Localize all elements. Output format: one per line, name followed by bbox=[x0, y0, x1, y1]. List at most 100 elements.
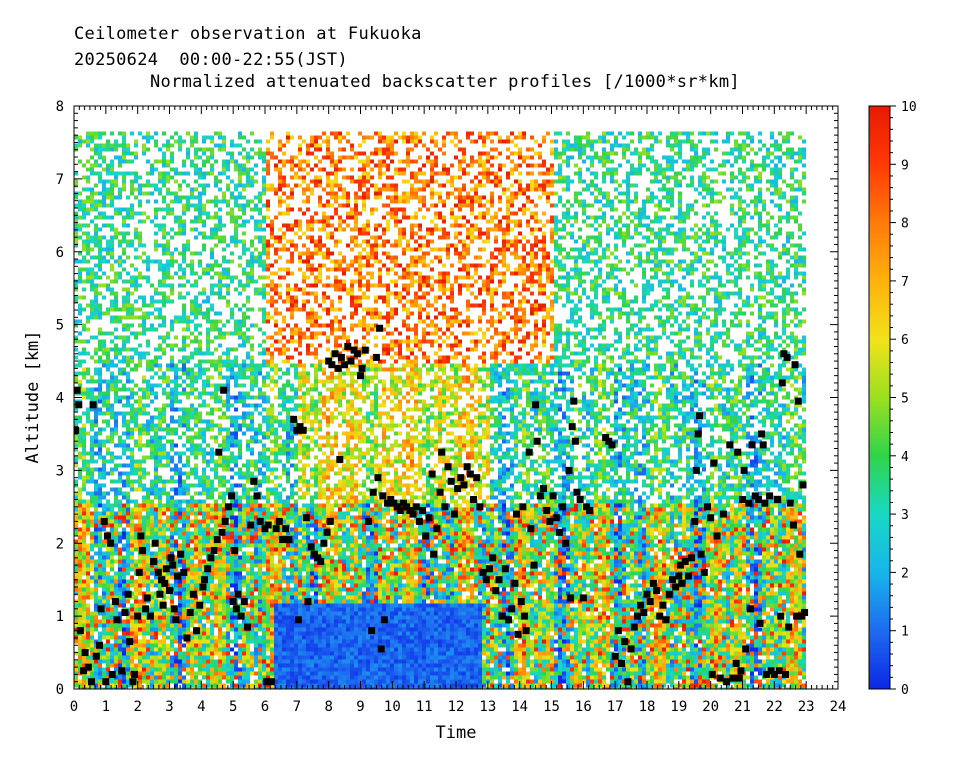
heatmap-cell bbox=[130, 368, 134, 372]
heatmap-cell bbox=[118, 440, 122, 444]
heatmap-cell bbox=[282, 300, 286, 304]
heatmap-cell bbox=[270, 540, 274, 544]
heatmap-cell bbox=[134, 596, 138, 600]
heatmap-cell bbox=[102, 216, 106, 220]
heatmap-cell bbox=[218, 512, 222, 516]
heatmap-cell bbox=[122, 232, 126, 236]
heatmap-cell bbox=[230, 156, 234, 160]
heatmap-cell bbox=[130, 356, 134, 360]
heatmap-cell bbox=[186, 408, 190, 412]
heatmap-cell bbox=[262, 308, 266, 312]
heatmap-cell bbox=[110, 520, 114, 524]
heatmap-cell bbox=[170, 428, 174, 432]
heatmap-cell bbox=[278, 412, 282, 416]
heatmap-cell bbox=[138, 560, 142, 564]
heatmap-cell bbox=[230, 536, 234, 540]
heatmap-cell bbox=[234, 504, 238, 508]
heatmap-cell bbox=[150, 640, 154, 644]
heatmap-cell bbox=[102, 212, 106, 216]
heatmap-cell bbox=[74, 364, 78, 368]
heatmap-cell bbox=[194, 468, 198, 472]
heatmap-cell bbox=[154, 664, 158, 668]
heatmap-cell bbox=[110, 680, 114, 684]
heatmap-cell bbox=[86, 420, 90, 424]
heatmap-cell bbox=[154, 488, 158, 492]
heatmap-cell bbox=[170, 476, 174, 480]
heatmap-cell bbox=[150, 524, 154, 528]
heatmap-cell bbox=[178, 420, 182, 424]
heatmap-cell bbox=[86, 248, 90, 252]
heatmap-cell bbox=[146, 364, 150, 368]
heatmap-cell bbox=[238, 476, 242, 480]
heatmap-cell bbox=[162, 284, 166, 288]
heatmap-cell bbox=[90, 356, 94, 360]
heatmap-cell bbox=[154, 636, 158, 640]
heatmap-cell bbox=[110, 192, 114, 196]
heatmap-cell bbox=[138, 276, 142, 280]
heatmap-cell bbox=[134, 472, 138, 476]
heatmap-cell bbox=[214, 336, 218, 340]
heatmap-cell bbox=[170, 324, 174, 328]
heatmap-cell bbox=[190, 160, 194, 164]
heatmap-cell bbox=[114, 376, 118, 380]
heatmap-cell bbox=[162, 612, 166, 616]
heatmap-cell bbox=[274, 624, 278, 628]
heatmap-cell bbox=[94, 600, 98, 604]
heatmap-cell bbox=[274, 592, 278, 596]
heatmap-cell bbox=[202, 596, 206, 600]
heatmap-cell bbox=[130, 428, 134, 432]
heatmap-cell bbox=[134, 280, 138, 284]
heatmap-cell bbox=[78, 544, 82, 548]
heatmap-cell bbox=[222, 324, 226, 328]
heatmap-cell bbox=[94, 508, 98, 512]
heatmap-cell bbox=[162, 492, 166, 496]
heatmap-cell bbox=[274, 168, 278, 172]
heatmap-cell bbox=[262, 276, 266, 280]
heatmap-cell bbox=[278, 592, 282, 596]
heatmap-cell bbox=[254, 608, 258, 612]
heatmap-cell bbox=[150, 632, 154, 636]
heatmap-cell bbox=[250, 632, 254, 636]
heatmap-cell bbox=[250, 636, 254, 640]
heatmap-cell bbox=[214, 660, 218, 664]
heatmap-cell bbox=[134, 588, 138, 592]
heatmap-cell bbox=[278, 448, 282, 452]
heatmap-cell bbox=[78, 204, 82, 208]
heatmap-cell bbox=[250, 472, 254, 476]
heatmap-cell bbox=[122, 508, 126, 512]
heatmap-cell bbox=[146, 380, 150, 384]
heatmap-cell bbox=[198, 368, 202, 372]
heatmap-cell bbox=[78, 592, 82, 596]
heatmap-cell bbox=[266, 240, 270, 244]
heatmap-cell bbox=[250, 420, 254, 424]
heatmap-cell bbox=[134, 352, 138, 356]
heatmap-cell bbox=[282, 164, 286, 168]
heatmap-cell bbox=[254, 672, 258, 676]
heatmap-cell bbox=[166, 464, 170, 468]
heatmap-cell bbox=[238, 676, 242, 680]
heatmap-cell bbox=[166, 232, 170, 236]
heatmap-cell bbox=[210, 168, 214, 172]
heatmap-cell bbox=[82, 176, 86, 180]
heatmap-cell bbox=[170, 320, 174, 324]
heatmap-cell bbox=[118, 576, 122, 580]
heatmap-cell bbox=[266, 336, 270, 340]
heatmap-cell bbox=[154, 416, 158, 420]
heatmap-cell bbox=[274, 564, 278, 568]
heatmap-cell bbox=[206, 428, 210, 432]
heatmap-cell bbox=[230, 220, 234, 224]
heatmap-cell bbox=[262, 464, 266, 468]
heatmap-cell bbox=[82, 412, 86, 416]
heatmap-cell bbox=[194, 544, 198, 548]
heatmap-cell bbox=[94, 608, 98, 612]
heatmap-cell bbox=[222, 588, 226, 592]
heatmap-cell bbox=[86, 500, 90, 504]
heatmap-cell bbox=[198, 324, 202, 328]
heatmap-cell bbox=[138, 272, 142, 276]
heatmap-cell bbox=[158, 620, 162, 624]
heatmap-cell bbox=[222, 644, 226, 648]
heatmap-cell bbox=[254, 408, 258, 412]
heatmap-cell bbox=[194, 172, 198, 176]
heatmap-cell bbox=[134, 384, 138, 388]
